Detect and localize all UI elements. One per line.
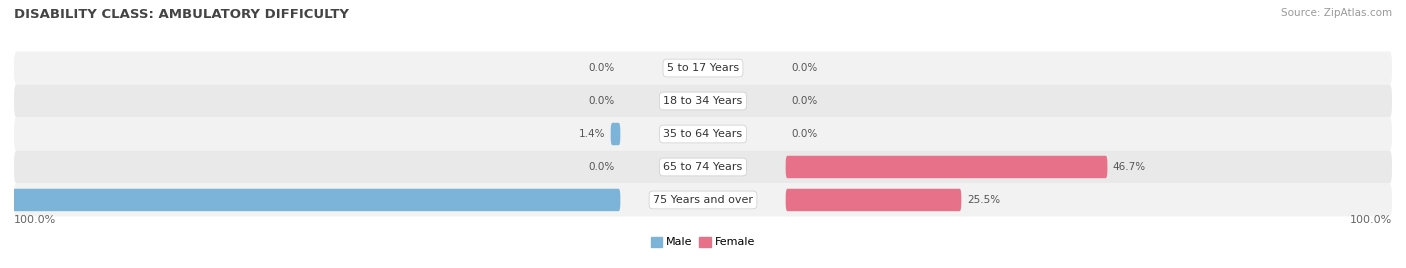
FancyBboxPatch shape [14,184,1392,217]
Text: 0.0%: 0.0% [792,96,817,106]
FancyBboxPatch shape [14,84,1392,117]
Text: Source: ZipAtlas.com: Source: ZipAtlas.com [1281,8,1392,18]
Legend: Male, Female: Male, Female [647,232,759,252]
Text: 5 to 17 Years: 5 to 17 Years [666,63,740,73]
FancyBboxPatch shape [14,117,1392,151]
Text: 75 Years and over: 75 Years and over [652,195,754,205]
Text: 0.0%: 0.0% [589,96,614,106]
Text: 100.0%: 100.0% [14,215,56,225]
FancyBboxPatch shape [610,123,620,145]
Text: DISABILITY CLASS: AMBULATORY DIFFICULTY: DISABILITY CLASS: AMBULATORY DIFFICULTY [14,8,349,21]
FancyBboxPatch shape [0,189,620,211]
Text: 100.0%: 100.0% [1350,215,1392,225]
FancyBboxPatch shape [14,51,1392,84]
Text: 46.7%: 46.7% [1114,162,1146,172]
FancyBboxPatch shape [786,156,1108,178]
Text: 18 to 34 Years: 18 to 34 Years [664,96,742,106]
Text: 65 to 74 Years: 65 to 74 Years [664,162,742,172]
Text: 1.4%: 1.4% [579,129,605,139]
Text: 0.0%: 0.0% [589,63,614,73]
Text: 0.0%: 0.0% [589,162,614,172]
Text: 0.0%: 0.0% [792,129,817,139]
FancyBboxPatch shape [786,189,962,211]
Text: 35 to 64 Years: 35 to 64 Years [664,129,742,139]
Text: 0.0%: 0.0% [792,63,817,73]
Text: 25.5%: 25.5% [967,195,1000,205]
FancyBboxPatch shape [14,151,1392,184]
